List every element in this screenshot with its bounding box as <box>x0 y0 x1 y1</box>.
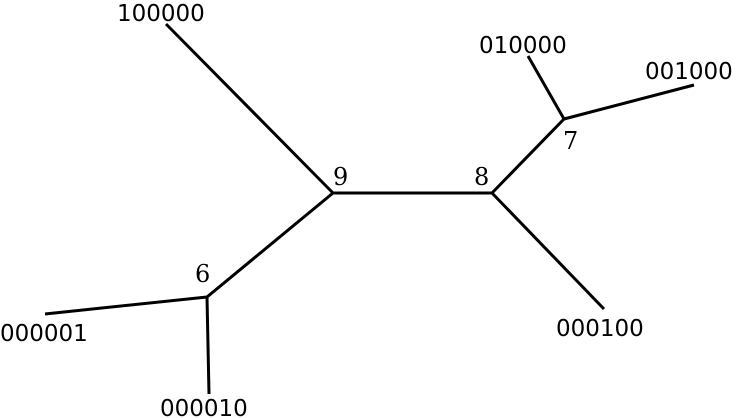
node-label-9: 9 <box>333 163 348 191</box>
leaf-label-001000: 001000 <box>645 59 733 85</box>
edge-6-000010 <box>205 296 211 395</box>
leaf-label-010000: 010000 <box>479 33 567 59</box>
edge-9-6 <box>206 191 334 299</box>
node-label-7: 7 <box>563 127 578 155</box>
edge-6-000001 <box>44 295 208 316</box>
tree-edges <box>44 22 695 395</box>
edge-7-001000 <box>563 83 695 121</box>
edge-8-000100 <box>490 191 606 311</box>
node-label-8: 8 <box>474 163 489 191</box>
node-label-6: 6 <box>195 260 210 288</box>
internal-node-labels: 9 8 7 6 <box>195 127 578 288</box>
edge-7-010000 <box>526 55 566 120</box>
leaf-label-000010: 000010 <box>160 396 248 418</box>
edge-9-100000 <box>164 22 335 195</box>
leaf-label-000100: 000100 <box>556 316 644 342</box>
leaf-label-000001: 000001 <box>0 321 88 347</box>
leaf-label-100000: 100000 <box>117 1 205 27</box>
edge-8-7 <box>490 117 566 195</box>
